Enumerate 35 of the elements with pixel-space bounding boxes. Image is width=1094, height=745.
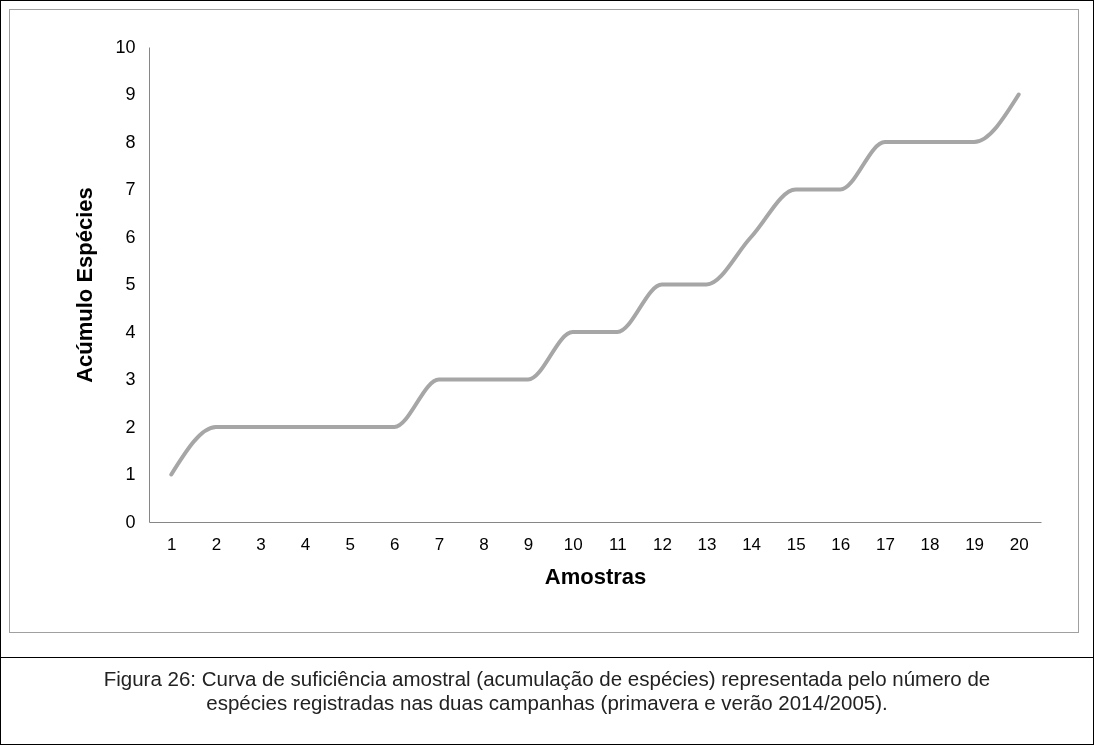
y-tick-label: 7: [125, 179, 136, 199]
x-axis-title: Amostras: [544, 563, 647, 589]
x-tick-label: 11: [608, 534, 627, 554]
y-tick-label: 10: [115, 36, 136, 57]
y-tick-label: 4: [125, 321, 136, 342]
y-axis-title: Acúmulo Espécies: [72, 187, 98, 383]
y-tick-label: 2: [125, 416, 136, 437]
y-tick-label: 1: [125, 464, 136, 484]
x-tick-label: 9: [523, 534, 534, 554]
x-tick-label: 12: [652, 534, 672, 554]
y-tick-label: 6: [125, 226, 136, 247]
x-tick-label: 4: [300, 534, 311, 554]
x-tick-label: 20: [1009, 534, 1029, 554]
x-tick-label: 17: [875, 534, 895, 554]
y-tick-label: 8: [125, 131, 136, 152]
x-tick-label: 2: [211, 534, 222, 554]
y-tick-label: 9: [125, 84, 136, 104]
text: Figura 26: Curva de suficiência amostral (acumulação de espécies) representada pelo número de espécies registradas nas duas campanhas (primavera e verão 2014/2005).: [102, 667, 992, 715]
x-tick-label: 7: [434, 534, 445, 554]
x-tick-label: 3: [256, 534, 266, 554]
x-tick-label: 15: [786, 534, 806, 554]
x-tick-label: 18: [920, 534, 940, 554]
x-tick-label: 1: [167, 534, 177, 554]
x-tick-label: 14: [742, 534, 762, 554]
line-series: [169, 92, 1021, 477]
x-tick-label: 5: [345, 534, 355, 554]
y-tick-label: 0: [125, 511, 136, 532]
x-tick-label: 16: [831, 534, 851, 554]
x-tick-label: 10: [563, 534, 583, 554]
y-tick-label: 5: [125, 274, 136, 294]
x-tick-label: 19: [965, 534, 985, 554]
x-tick-label: 13: [697, 534, 717, 554]
x-tick-label: 8: [479, 534, 489, 554]
x-tick-label: 6: [390, 534, 400, 554]
y-tick-label: 3: [125, 369, 136, 389]
